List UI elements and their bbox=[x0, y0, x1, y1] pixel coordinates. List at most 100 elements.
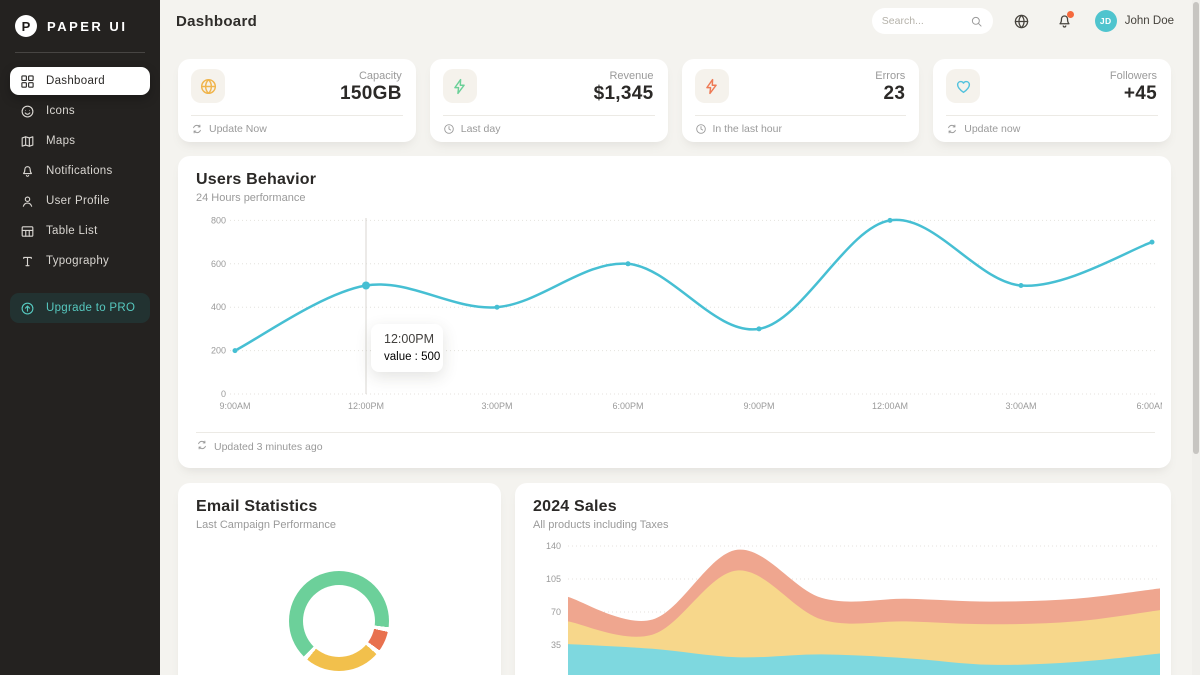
users-behavior-subtitle: 24 Hours performance bbox=[196, 192, 306, 204]
bottom-row: Email Statistics Last Campaign Performan… bbox=[178, 483, 1171, 675]
notification-badge bbox=[1066, 10, 1074, 18]
sidebar-item-notifications[interactable]: Notifications bbox=[10, 157, 150, 185]
avatar[interactable]: JD bbox=[1094, 10, 1117, 32]
svg-text:140: 140 bbox=[546, 541, 561, 551]
email-statistics-card: Email Statistics Last Campaign Performan… bbox=[178, 483, 501, 675]
search-box bbox=[871, 8, 993, 34]
scrollbar-thumb[interactable] bbox=[1193, 2, 1199, 454]
stat-card-followers: Followers +45 Update now bbox=[933, 59, 1171, 142]
page-title: Dashboard bbox=[176, 12, 258, 30]
sales-chart[interactable]: 140 105 70 35 bbox=[527, 539, 1167, 675]
svg-text:200: 200 bbox=[211, 346, 226, 356]
sidebar-item-label: Table List bbox=[46, 225, 98, 237]
stat-numbers: Capacity 150GB bbox=[340, 70, 402, 105]
svg-text:800: 800 bbox=[211, 215, 226, 225]
email-statistics-subtitle: Last Campaign Performance bbox=[196, 519, 337, 531]
svg-text:70: 70 bbox=[551, 607, 561, 617]
stat-footer-text: Update Now bbox=[209, 123, 267, 135]
svg-text:6:00PM: 6:00PM bbox=[612, 401, 643, 411]
sidebar-item-table-list[interactable]: Table List bbox=[10, 217, 150, 245]
refresh-icon bbox=[196, 439, 208, 454]
capacity-chip bbox=[191, 69, 225, 103]
topbar: Dashboard JD John Doe bbox=[160, 0, 1200, 36]
sidebar-item-user-profile[interactable]: User Profile bbox=[10, 187, 150, 215]
sidebar-item-label: Notifications bbox=[46, 165, 113, 177]
email-statistics-title: Email Statistics bbox=[196, 498, 318, 515]
circle-up-icon bbox=[20, 301, 35, 316]
globe-icon bbox=[199, 77, 218, 96]
sidebar: P PAPER UI Dashboard Icons Maps Notificatio… bbox=[0, 0, 160, 675]
svg-text:6:00AM: 6:00AM bbox=[1136, 401, 1162, 411]
content: Capacity 150GB Update Now Revenue $1,345 Last… bbox=[160, 59, 1200, 675]
sidebar-item-label: Upgrade to PRO bbox=[46, 302, 136, 314]
users-behavior-footer: Updated 3 minutes ago bbox=[196, 439, 323, 454]
stat-footer: Last day bbox=[443, 123, 500, 135]
notifications-bell-icon[interactable] bbox=[1056, 10, 1074, 30]
heart-icon bbox=[954, 77, 973, 96]
sidebar-item-typography[interactable]: Typography bbox=[10, 247, 150, 275]
globe-icon[interactable] bbox=[1013, 13, 1030, 30]
topbar-right: JD John Doe bbox=[871, 8, 1174, 34]
map-icon bbox=[20, 134, 35, 149]
smiley-icon bbox=[20, 104, 35, 119]
refresh-icon bbox=[946, 123, 958, 135]
grid-icon bbox=[20, 74, 35, 89]
app-logo[interactable]: P PAPER UI bbox=[0, 0, 160, 52]
sales-title: 2024 Sales bbox=[533, 498, 617, 515]
followers-chip bbox=[946, 69, 981, 103]
stat-label: Followers bbox=[1109, 70, 1157, 82]
revenue-chip bbox=[442, 69, 477, 103]
svg-text:0: 0 bbox=[221, 389, 226, 399]
svg-text:9:00PM: 9:00PM bbox=[743, 401, 774, 411]
stat-card-capacity: Capacity 150GB Update Now bbox=[178, 59, 416, 142]
errors-chip bbox=[694, 69, 729, 103]
users-behavior-chart[interactable]: 0 200 400 600 800 9:00AM 12:00PM 3:00PM 6:00PM 9:… bbox=[190, 212, 1162, 416]
stat-footer[interactable]: Update Now bbox=[191, 123, 267, 135]
stat-value: +45 bbox=[1123, 83, 1157, 104]
stat-value: 23 bbox=[883, 83, 906, 104]
stat-footer[interactable]: Update now bbox=[946, 123, 1020, 135]
clock-icon bbox=[443, 123, 455, 135]
sidebar-item-maps[interactable]: Maps bbox=[10, 127, 150, 155]
search-input[interactable] bbox=[881, 15, 970, 27]
sidebar-item-label: Dashboard bbox=[46, 75, 105, 87]
sidebar-item-icons[interactable]: Icons bbox=[10, 97, 150, 125]
stats-row: Capacity 150GB Update Now Revenue $1,345 Last… bbox=[178, 59, 1171, 142]
logo-text: PAPER UI bbox=[47, 18, 128, 34]
sidebar-item-label: Maps bbox=[46, 135, 76, 147]
svg-text:35: 35 bbox=[551, 640, 561, 650]
sidebar-nav: Dashboard Icons Maps Notifications User Prof… bbox=[0, 67, 160, 323]
table-icon bbox=[20, 224, 35, 239]
svg-text:9:00AM: 9:00AM bbox=[219, 401, 250, 411]
sidebar-item-upgrade-pro[interactable]: Upgrade to PRO bbox=[10, 293, 150, 323]
refresh-icon bbox=[191, 123, 203, 135]
stat-card-errors: Errors 23 In the last hour bbox=[681, 59, 920, 142]
user-name[interactable]: John Doe bbox=[1124, 15, 1174, 27]
stat-footer-text: In the last hour bbox=[712, 123, 782, 135]
sales-card: 2024 Sales All products including Taxes … bbox=[515, 483, 1171, 675]
clock-icon bbox=[695, 123, 707, 135]
stat-numbers: Followers +45 bbox=[1110, 70, 1157, 105]
sidebar-item-dashboard[interactable]: Dashboard bbox=[10, 67, 150, 95]
card-divider bbox=[196, 432, 1155, 433]
stat-card-revenue: Revenue $1,345 Last day bbox=[429, 59, 668, 142]
svg-text:12:00AM: 12:00AM bbox=[872, 401, 908, 411]
svg-text:12:00PM: 12:00PM bbox=[348, 401, 384, 411]
donut-hole bbox=[303, 585, 375, 657]
search-icon[interactable] bbox=[970, 15, 983, 28]
zap-icon bbox=[702, 77, 721, 96]
sidebar-item-label: User Profile bbox=[46, 195, 110, 207]
card-divider bbox=[442, 115, 655, 116]
svg-text:400: 400 bbox=[211, 302, 226, 312]
card-divider bbox=[191, 115, 403, 116]
typo-icon bbox=[20, 254, 35, 269]
email-donut-chart[interactable] bbox=[289, 571, 389, 671]
scrollbar-track[interactable] bbox=[1192, 0, 1200, 675]
svg-text:3:00AM: 3:00AM bbox=[1005, 401, 1036, 411]
user-icon bbox=[20, 194, 35, 209]
zap-icon bbox=[450, 77, 469, 96]
svg-text:3:00PM: 3:00PM bbox=[481, 401, 512, 411]
bell-icon bbox=[20, 164, 35, 179]
users-behavior-card: Users Behavior 24 Hours performance 0 200… bbox=[178, 156, 1171, 468]
